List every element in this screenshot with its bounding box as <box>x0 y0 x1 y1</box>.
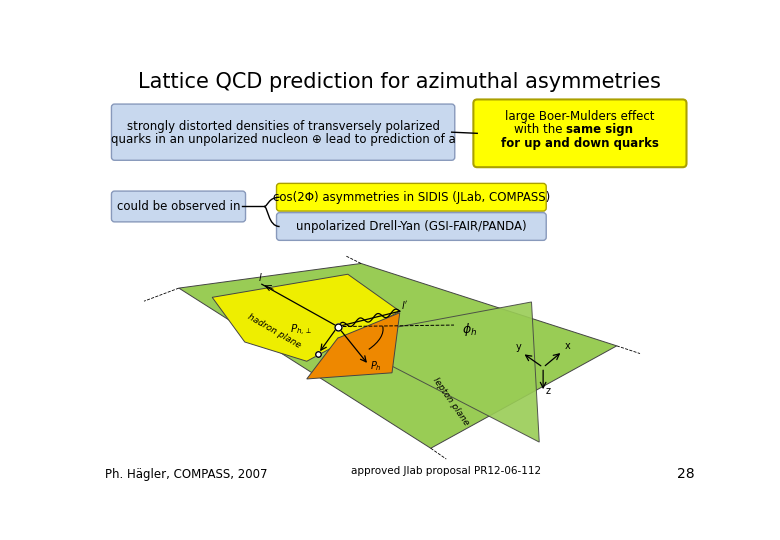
FancyBboxPatch shape <box>112 191 246 222</box>
Text: Ph. Hägler, COMPASS, 2007: Ph. Hägler, COMPASS, 2007 <box>105 468 268 481</box>
Text: y: y <box>516 342 521 352</box>
FancyBboxPatch shape <box>112 104 455 160</box>
Text: unpolarized Drell-Yan (GSI-FAIR/PANDA): unpolarized Drell-Yan (GSI-FAIR/PANDA) <box>296 220 526 233</box>
FancyBboxPatch shape <box>277 184 546 211</box>
Text: could be observed in: could be observed in <box>117 200 240 213</box>
Text: lepton plane: lepton plane <box>431 376 470 427</box>
Text: x: x <box>565 341 571 351</box>
Text: large Boer-Mulders effect: large Boer-Mulders effect <box>505 110 654 123</box>
Text: $\phi_h$: $\phi_h$ <box>462 321 477 338</box>
Text: quarks in an unpolarized nucleon ⊕ lead to prediction of a: quarks in an unpolarized nucleon ⊕ lead … <box>111 133 456 146</box>
Polygon shape <box>179 264 617 448</box>
Text: same sign: same sign <box>566 123 633 136</box>
Text: $P_{h,\perp}$: $P_{h,\perp}$ <box>289 322 312 338</box>
Text: approved Jlab proposal PR12-06-112: approved Jlab proposal PR12-06-112 <box>351 465 541 476</box>
Text: $P_h$: $P_h$ <box>370 359 382 373</box>
Text: strongly distorted densities of transversely polarized: strongly distorted densities of transver… <box>126 119 440 132</box>
Text: z: z <box>545 386 551 396</box>
Polygon shape <box>212 274 399 361</box>
Text: cos(2Φ) asymmetries in SIDIS (JLab, COMPASS): cos(2Φ) asymmetries in SIDIS (JLab, COMP… <box>273 191 550 204</box>
Text: $l$: $l$ <box>258 271 263 283</box>
Polygon shape <box>338 302 539 442</box>
Text: 28: 28 <box>676 468 694 482</box>
FancyBboxPatch shape <box>473 99 686 167</box>
Text: $l'$: $l'$ <box>401 299 409 311</box>
Polygon shape <box>307 313 399 379</box>
Text: hadron plane: hadron plane <box>246 313 303 350</box>
FancyBboxPatch shape <box>277 213 546 240</box>
Text: for up and down quarks: for up and down quarks <box>501 137 659 150</box>
Text: with the: with the <box>514 123 566 136</box>
Text: Lattice QCD prediction for azimuthal asymmetries: Lattice QCD prediction for azimuthal asy… <box>138 72 661 92</box>
